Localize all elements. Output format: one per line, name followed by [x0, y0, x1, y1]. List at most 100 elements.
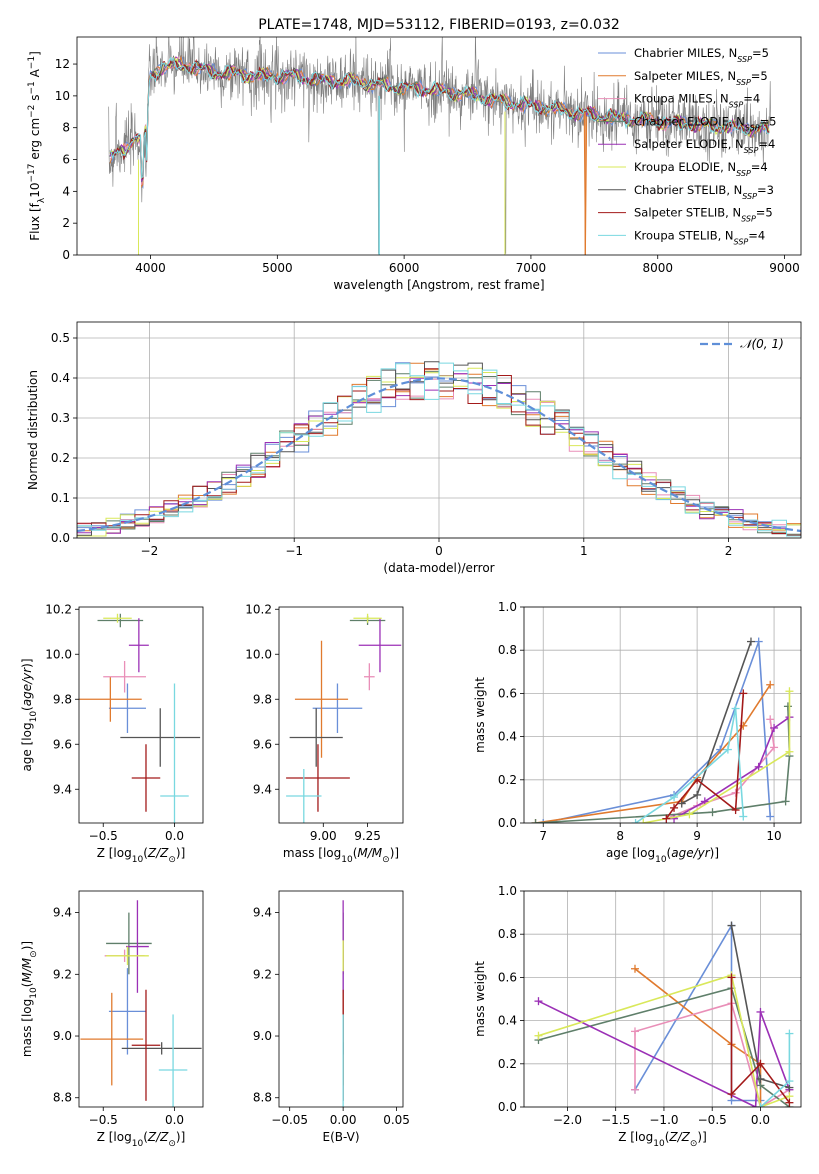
legend-text: Chabrier MILES, N	[634, 46, 737, 60]
legend-sub: SSP	[734, 237, 749, 246]
axes-frame	[523, 890, 802, 1108]
y-tick-label: 0.0	[498, 1100, 517, 1114]
legend-text: Chabrier STELIB, N	[634, 183, 742, 197]
x-tick-label: 1	[580, 544, 588, 558]
model-fit-9	[109, 56, 770, 179]
legend-label: Kroupa STELIB, NSSP=4	[634, 228, 765, 246]
errorbar-point-5	[126, 900, 149, 993]
axes-mass-vs-EBV: −0.05 0.00 0.05 8.8 9.0 9.2 9.4 E(B-V)	[253, 890, 410, 1144]
legend-tail: =4	[751, 160, 768, 174]
label-part: s	[28, 95, 42, 105]
x-tick-label: 4000	[135, 261, 166, 275]
label-part: Z/Z	[147, 846, 169, 860]
label-part: Z [log	[97, 1130, 132, 1144]
y-tick-label: 0.8	[498, 927, 517, 941]
legend-label: Salpeter MILES, NSSP=5	[634, 69, 768, 87]
y-tick-label: 0.4	[498, 730, 517, 744]
x-axis-label: Z [log10(Z/Z⊙)]	[97, 846, 186, 865]
plot-area	[286, 613, 402, 823]
legend-sub: SSP	[741, 214, 756, 223]
legend-sub: SSP	[736, 169, 751, 178]
x-tick-label: −0.5	[89, 829, 118, 843]
legend-label: Chabrier MILES, NSSP=5	[634, 46, 769, 64]
legend-sub: SSP	[737, 55, 752, 64]
label-part: 10	[655, 855, 667, 865]
y-tick-label: 0.5	[51, 331, 70, 345]
errorbar-point-8	[286, 744, 350, 812]
legend-label: 𝒩(0, 1)	[740, 337, 784, 351]
y-tick-label: 2	[62, 216, 70, 230]
label-part: (	[667, 846, 672, 860]
weight-series-9	[756, 1029, 794, 1107]
y-tick-label: 9.0	[253, 1029, 272, 1043]
label-part: (	[353, 846, 358, 860]
errorbar-point-3	[364, 663, 375, 691]
label-part: λ	[37, 197, 47, 203]
y-tick-label: 1.0	[498, 600, 517, 614]
legend-label: Kroupa ELODIE, NSSP=4	[634, 160, 768, 178]
x-axis-label: mass [log10(M/M⊙)]	[283, 846, 399, 865]
label-part: age [log	[606, 846, 655, 860]
label-part: mass [log	[20, 999, 34, 1057]
series-line	[538, 987, 790, 1107]
label-part: Z [log	[97, 846, 132, 860]
x-tick-label: −0.05	[271, 1113, 308, 1127]
axes-age-vs-mass: 9.00 9.25 9.4 9.6 9.8 10.0 10.2 mass [log10(M/M…	[245, 602, 404, 865]
label-part: age/yr	[20, 667, 34, 706]
y-tick-label: 4	[62, 184, 70, 198]
series-line	[538, 1000, 791, 1107]
legend-sub: SSP	[736, 77, 751, 86]
y-tick-label: 9.4	[53, 906, 72, 920]
y-tick-label: 0.8	[498, 643, 517, 657]
y-tick-label: 9.0	[53, 1029, 72, 1043]
x-tick-label: 9.25	[354, 829, 381, 843]
errorbar-point-1	[108, 683, 146, 733]
legend-text: Salpeter ELODIE, N	[634, 137, 744, 151]
label-part: (	[20, 706, 34, 711]
label-part: Z/Z	[668, 1130, 690, 1144]
legend-label: Salpeter ELODIE, NSSP=4	[634, 137, 775, 155]
errorbar-point-9	[160, 683, 189, 823]
y-tick-label: 0.2	[51, 451, 70, 465]
plot-area	[534, 921, 794, 1107]
errorbar-point-3	[103, 661, 146, 693]
label-part: age [log	[20, 722, 34, 771]
errorbar-point-7	[289, 708, 343, 767]
y-tick-label: 8.8	[253, 1091, 272, 1105]
label-part: 10	[29, 711, 39, 723]
plot-area	[80, 900, 202, 1107]
label-part: −1	[27, 56, 37, 69]
errorbar-point-5	[128, 618, 149, 673]
histogram-9	[77, 362, 801, 537]
errorbar-point-2	[79, 676, 142, 722]
y-tick-label: 1.0	[498, 884, 517, 898]
label-part: )]	[20, 658, 34, 667]
legend-tail: =3	[757, 183, 774, 197]
axes-mass-vs-Z: −0.5 0.08.89.09.29.4Z [log10(Z/Z⊙)]mass […	[20, 890, 204, 1149]
legend-tail: =5	[752, 46, 769, 60]
label-part: 10	[653, 1139, 665, 1149]
label-part: A	[28, 68, 42, 81]
axes-residuals: −2 −1 0 1 2 0.0 0.1 0.2 0.3 0.4 0.5 (data-model)/er…	[26, 321, 802, 575]
legend-text: Salpeter STELIB, N	[634, 206, 741, 220]
y-axis-label: Normed distribution	[26, 370, 40, 490]
x-axis-label: Z [log10(Z/Z⊙)]	[97, 1130, 186, 1149]
plot-area	[77, 361, 801, 537]
y-tick-label: 9.6	[53, 737, 72, 751]
label-part: 10	[132, 855, 144, 865]
errorbar-point-5	[358, 618, 402, 673]
errorbar-point-7	[121, 1042, 202, 1055]
weight-series-7	[677, 637, 755, 808]
label-part: ⊙	[382, 855, 390, 865]
legend-label: Chabrier ELODIE, NSSP=5	[634, 114, 776, 131]
label-part: (	[143, 1130, 148, 1144]
y-tick-label: 0.4	[51, 371, 70, 385]
model-fit-5	[109, 56, 770, 183]
weight-series-8	[662, 689, 748, 823]
legend-text: Kroupa ELODIE, N	[634, 160, 736, 174]
x-tick-label: 7000	[516, 261, 547, 275]
y-tick-label: 0.3	[51, 411, 70, 425]
x-tick-label: 9000	[769, 261, 800, 275]
